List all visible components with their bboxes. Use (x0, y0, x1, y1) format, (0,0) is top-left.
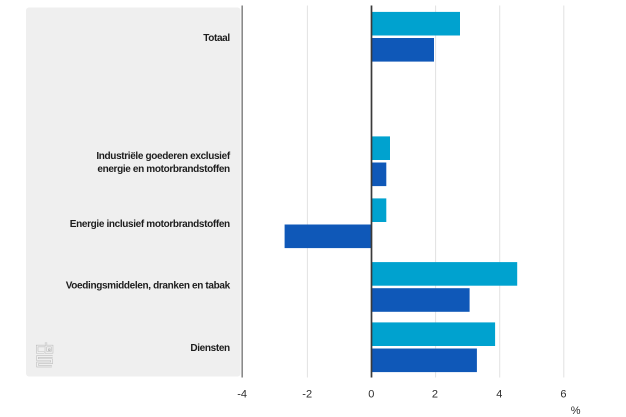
svg-text:Diensten: Diensten (190, 343, 230, 354)
svg-text:Voedingsmiddelen, dranken en t: Voedingsmiddelen, dranken en tabak (66, 280, 231, 291)
svg-text:%: % (571, 405, 581, 417)
svg-text:0: 0 (368, 388, 374, 400)
svg-text:-2: -2 (302, 388, 312, 400)
svg-text:Totaal: Totaal (203, 33, 230, 44)
svg-text:6: 6 (560, 388, 566, 400)
svg-text:-4: -4 (237, 388, 247, 400)
svg-text:energie en motorbrandstoffen: energie en motorbrandstoffen (97, 164, 230, 175)
svg-text:Industriële goederen exclusief: Industriële goederen exclusief (96, 151, 230, 162)
svg-text:2: 2 (432, 388, 438, 400)
svg-text:4: 4 (496, 388, 502, 400)
svg-text:Energie inclusief motorbrandst: Energie inclusief motorbrandstoffen (70, 219, 230, 230)
